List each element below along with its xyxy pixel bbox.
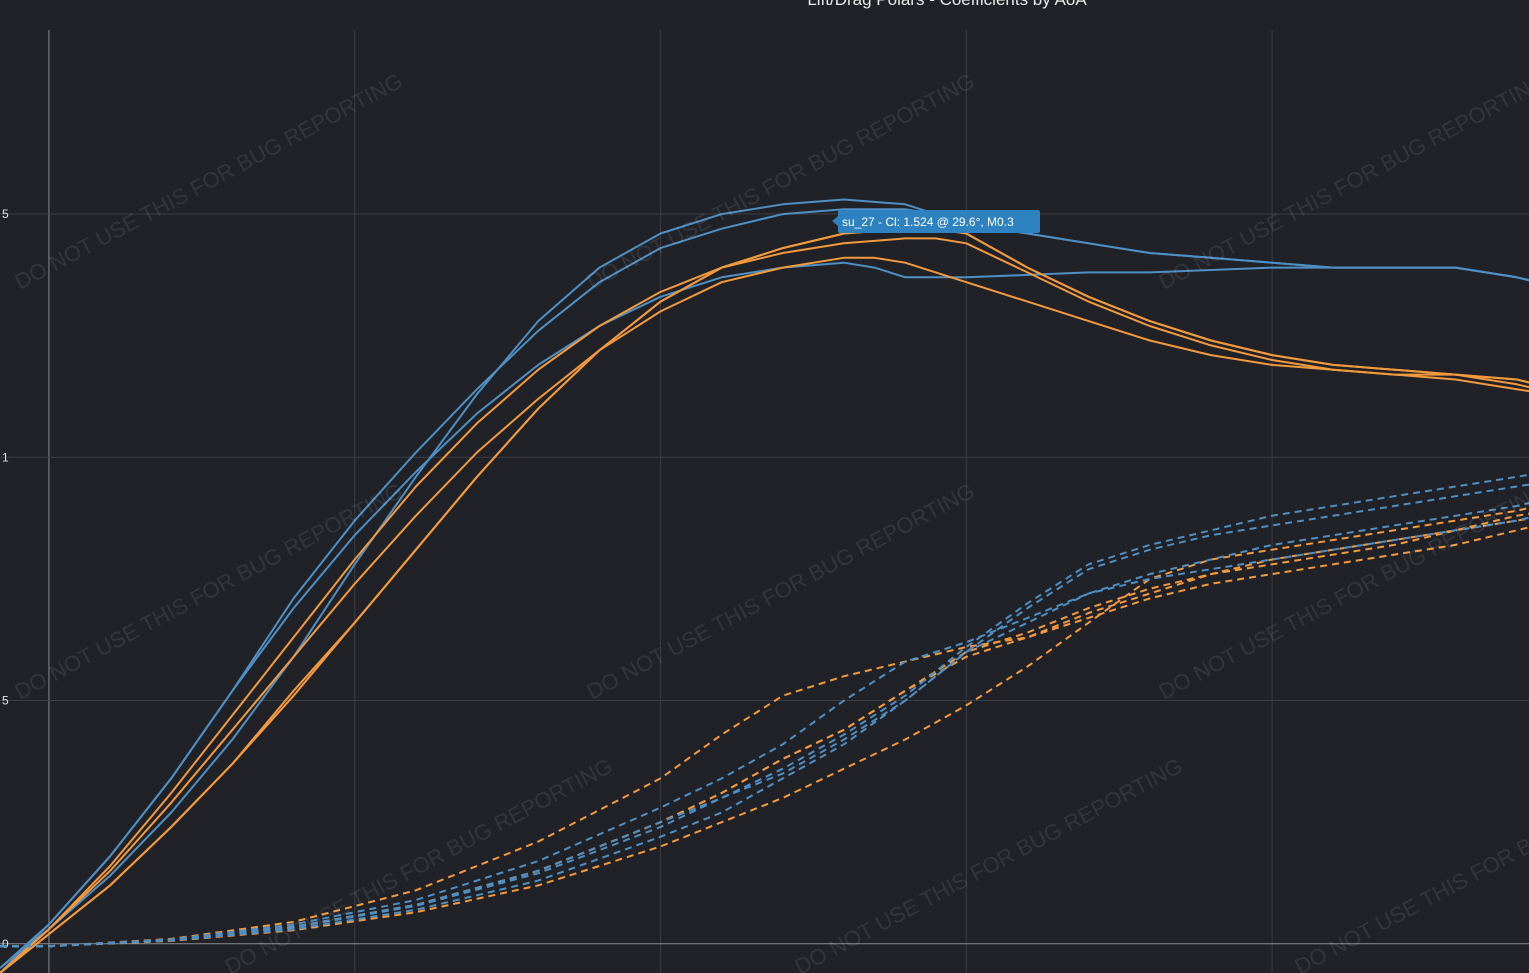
y-tick-label: 5 [2, 207, 9, 221]
series-line[interactable] [0, 227, 1529, 973]
series-line[interactable] [0, 198, 1529, 969]
series-line[interactable] [0, 496, 1529, 948]
series-line[interactable] [0, 237, 1529, 973]
grid [0, 30, 1529, 973]
y-axis-ticks: 0 5 1 5 [2, 207, 9, 951]
series-layer [0, 198, 1529, 973]
tooltip-text: su_27 - Cl: 1.524 @ 29.6°, M0.3 [842, 215, 1014, 229]
hover-tooltip: su_27 - Cl: 1.524 @ 29.6°, M0.3 [832, 210, 1040, 233]
tooltip-box [838, 210, 1040, 233]
series-line[interactable] [0, 491, 1529, 948]
series-line[interactable] [0, 261, 1529, 969]
chart-title: Lift/Drag Polars - Coefficients by AoA [807, 0, 1087, 9]
series-line[interactable] [0, 516, 1529, 948]
series-line[interactable] [0, 506, 1529, 948]
tooltip-pointer [832, 216, 838, 226]
y-tick-label: 5 [2, 694, 9, 708]
y-tick-label: 1 [2, 450, 9, 464]
series-line[interactable] [0, 256, 1529, 973]
y-tick-label: 0 [2, 937, 9, 951]
series-line[interactable] [0, 511, 1529, 948]
